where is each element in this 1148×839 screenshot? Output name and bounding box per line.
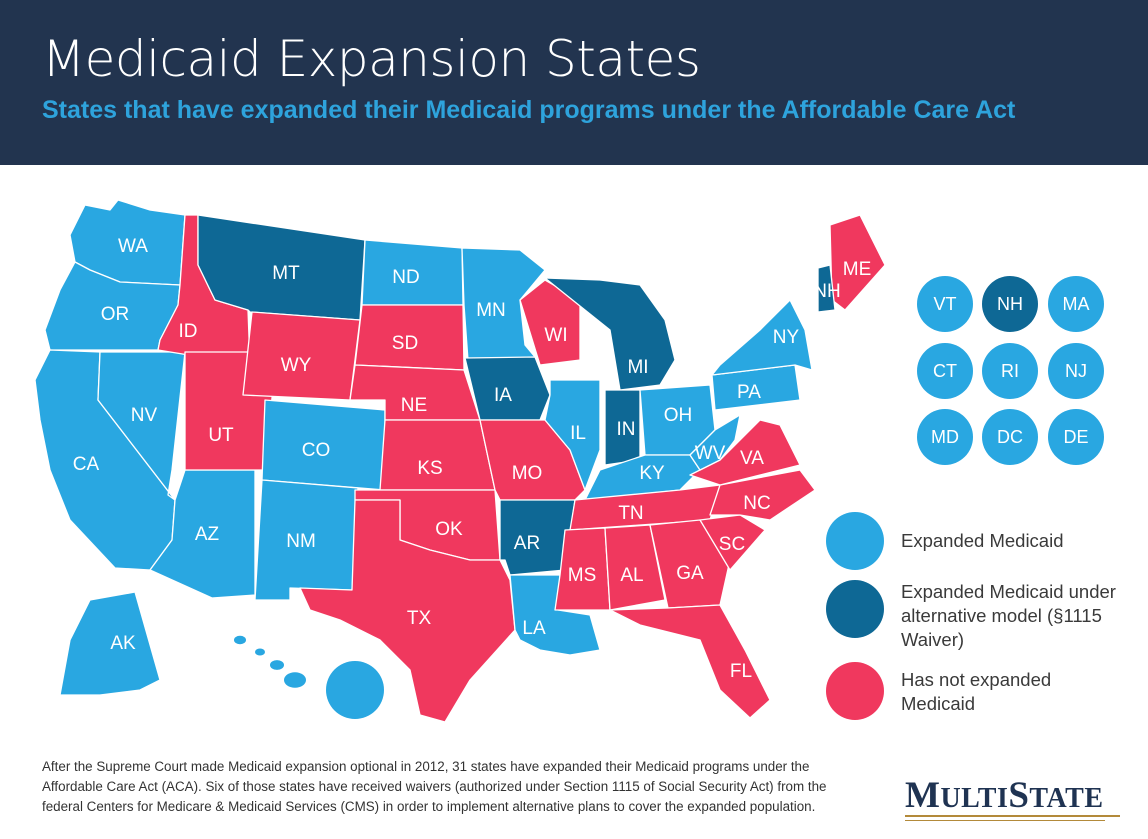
legend-swatch-waiver <box>826 580 884 638</box>
state-label-sc: SC <box>719 534 745 555</box>
state-label-wy: WY <box>281 355 312 376</box>
small-state-de: DE <box>1048 409 1104 465</box>
state-al <box>604 524 666 611</box>
state-ny <box>711 299 813 376</box>
state-ks <box>379 419 496 491</box>
state-wi <box>519 279 581 366</box>
state-label-ky: KY <box>639 463 665 484</box>
state-ga <box>649 519 731 609</box>
state-nh <box>817 264 836 313</box>
state-label-ar: AR <box>514 533 540 554</box>
legend-label-waiver: Expanded Medicaid under alternative mode… <box>901 581 1116 650</box>
logo-wordmark: MULTISTATE <box>905 775 1104 816</box>
small-state-ct: CT <box>917 343 973 399</box>
state-label-va: VA <box>740 448 764 469</box>
state-label-ny: NY <box>773 327 800 348</box>
small-state-nj: NJ <box>1048 343 1104 399</box>
page-title: Medicaid Expansion States <box>42 30 701 88</box>
state-mi <box>544 277 676 391</box>
state-label-in: IN <box>617 419 636 440</box>
legend-label-expanded: Expanded Medicaid <box>901 530 1064 551</box>
state-label-ne: NE <box>401 395 427 416</box>
state-label-ca: CA <box>73 454 100 475</box>
small-state-ri: RI <box>982 343 1038 399</box>
state-label-co: CO <box>302 440 331 461</box>
hawaii-island <box>270 660 284 670</box>
state-label-ak: AK <box>110 633 136 654</box>
state-label-tn: TN <box>618 503 643 524</box>
small-state-nh: NH <box>982 276 1038 332</box>
state-wv <box>689 414 741 471</box>
state-label-mt: MT <box>272 263 300 284</box>
hawaii-island <box>284 672 306 688</box>
state-nm <box>254 479 359 601</box>
state-label-id: ID <box>179 321 198 342</box>
hawaii-island <box>255 648 265 656</box>
state-label-oh: OH <box>664 405 693 426</box>
state-label-mn: MN <box>476 300 506 321</box>
small-state-dc: DC <box>982 409 1038 465</box>
small-state-md: MD <box>917 409 973 465</box>
state-label-sd: SD <box>392 333 418 354</box>
state-label-pa: PA <box>737 382 761 403</box>
footnote-text: After the Supreme Court made Medicaid ex… <box>42 759 827 814</box>
header-banner: Medicaid Expansion States States that ha… <box>0 0 1148 165</box>
state-label-ga: GA <box>676 563 704 584</box>
state-label-la: LA <box>522 618 546 639</box>
state-sc <box>699 514 766 571</box>
page-subtitle: States that have expanded their Medicaid… <box>42 96 1016 124</box>
state-label-or: OR <box>101 304 130 325</box>
state-label-il: IL <box>570 423 586 444</box>
state-az <box>149 469 256 599</box>
us-map: WA OR CA NV AZ ID UT MT WY CO NM ND SD NE KS OK TX MN IA MO… <box>34 199 886 723</box>
state-ia <box>464 356 551 421</box>
state-hi-badge <box>326 661 384 719</box>
state-label-fl: FL <box>730 661 752 682</box>
state-label-tx: TX <box>407 608 432 629</box>
multistate-logo: MULTISTATE <box>905 774 1120 821</box>
state-label-mi: MI <box>627 357 648 378</box>
small-state-vt: VT <box>917 276 973 332</box>
state-label-ut: UT <box>208 425 234 446</box>
state-label-wv: WV <box>695 443 726 464</box>
state-label-al: AL <box>620 565 643 586</box>
state-label-mo: MO <box>512 463 543 484</box>
state-label-nh: NH <box>813 281 840 302</box>
state-ak <box>59 591 161 696</box>
hawaii-island <box>234 635 246 645</box>
state-mn <box>461 247 546 361</box>
state-label-me: ME <box>843 259 872 280</box>
state-label-wa: WA <box>118 236 148 257</box>
state-il <box>544 379 601 491</box>
state-label-ok: OK <box>435 519 463 540</box>
state-label-nc: NC <box>743 493 770 514</box>
state-label-nv: NV <box>131 405 158 426</box>
state-label-ks: KS <box>417 458 442 479</box>
state-label-az: AZ <box>195 524 220 545</box>
state-label-nd: ND <box>392 267 419 288</box>
legend-swatch-expanded <box>826 512 884 570</box>
state-label-nm: NM <box>286 531 316 552</box>
state-label-ia: IA <box>494 385 512 406</box>
state-ms <box>554 527 611 611</box>
small-state-ma: MA <box>1048 276 1104 332</box>
state-fl <box>609 604 771 719</box>
legend-label-not-expanded: Has not expanded Medicaid <box>901 669 1052 714</box>
state-label-ms: MS <box>568 565 597 586</box>
legend-swatch-not-expanded <box>826 662 884 720</box>
state-label-wi: WI <box>544 325 567 346</box>
